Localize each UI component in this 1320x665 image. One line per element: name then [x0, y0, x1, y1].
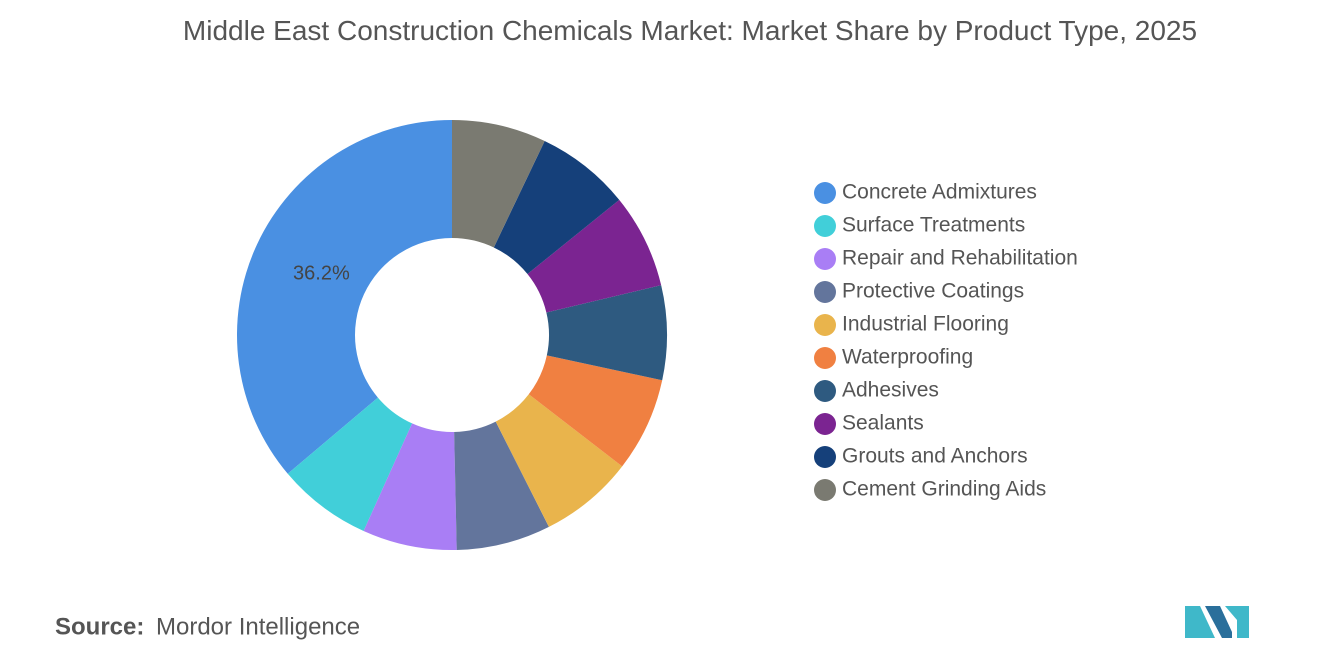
chart-title: Middle East Construction Chemicals Marke…	[182, 15, 1198, 46]
donut-slice	[454, 421, 549, 550]
legend-label: Adhesives	[842, 379, 939, 402]
data-label: 36.2%	[293, 263, 350, 285]
legend-label: Grouts and Anchors	[842, 445, 1028, 468]
donut-slice	[528, 355, 663, 467]
donut-slice	[452, 120, 545, 248]
donut-slice	[546, 285, 667, 381]
donut-slice	[495, 394, 623, 527]
legend-label: Sealants	[842, 412, 924, 435]
legend-marker	[814, 182, 836, 204]
legend-label: Industrial Flooring	[842, 313, 1009, 336]
donut-slice	[287, 397, 413, 531]
legend-marker	[814, 413, 836, 435]
logo	[1185, 606, 1249, 638]
legend-label: Surface Treatments	[842, 214, 1025, 237]
legend-label: Waterproofing	[842, 346, 973, 369]
legend-marker	[814, 446, 836, 468]
donut-slice	[237, 120, 452, 474]
legend-marker	[814, 215, 836, 237]
legend-label: Repair and Rehabilitation	[842, 247, 1078, 270]
legend-marker	[814, 248, 836, 270]
source: Mordor Intelligence	[156, 613, 360, 640]
legend-marker	[814, 479, 836, 501]
legend-label: Concrete Admixtures	[842, 181, 1037, 204]
donut-slice	[363, 423, 457, 550]
legend-marker	[814, 380, 836, 402]
legend-label: Cement Grinding Aids	[842, 478, 1046, 501]
donut-slice	[527, 199, 662, 313]
legend-label: Protective Coatings	[842, 280, 1024, 303]
legend-marker	[814, 314, 836, 336]
legend-marker	[814, 281, 836, 303]
donut-slice	[493, 140, 620, 275]
source-label: Source:	[55, 613, 144, 640]
legend-marker	[814, 347, 836, 369]
